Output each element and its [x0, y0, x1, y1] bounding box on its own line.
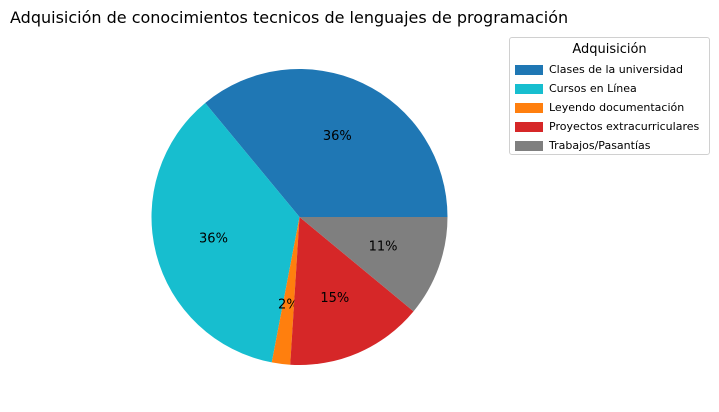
legend-label-1: Cursos en Línea	[549, 82, 637, 95]
legend-label-4: Trabajos/Pasantías	[549, 139, 651, 152]
legend-item-4: Trabajos/Pasantías	[510, 136, 709, 155]
legend-label-3: Proyectos extracurriculares	[549, 120, 700, 133]
pie-slice-4	[299, 217, 448, 312]
pie-slice-3	[290, 217, 414, 365]
chart-title: Adquisición de conocimientos tecnicos de…	[10, 8, 569, 27]
legend-item-0: Clases de la universidad	[510, 60, 709, 79]
legend-item-2: Leyendo documentación	[510, 98, 709, 117]
legend-swatch-4	[515, 140, 543, 151]
pie-slice-0	[205, 68, 448, 217]
pie-pct-label-3: 15%	[320, 291, 349, 306]
pie-slice-2	[271, 217, 300, 365]
pie-pct-label-2: 2%	[278, 298, 299, 313]
legend-swatch-1	[515, 83, 543, 94]
legend-label-2: Leyendo documentación	[549, 101, 685, 114]
legend-item-3: Proyectos extracurriculares	[510, 117, 709, 136]
legend-item-1: Cursos en Línea	[510, 79, 709, 98]
legend-items: Clases de la universidad Cursos en Línea L…	[510, 60, 709, 155]
legend: Adquisición Clases de la universidad Curs…	[509, 37, 710, 155]
legend-title: Adquisición	[572, 42, 647, 57]
legend-swatch-2	[515, 102, 543, 113]
pie-slice-1	[151, 102, 300, 363]
legend-swatch-3	[515, 121, 543, 132]
pie-pct-label-1: 36%	[199, 232, 228, 247]
pie-pct-label-4: 11%	[369, 240, 398, 255]
legend-label-0: Clases de la universidad	[549, 63, 684, 76]
pie-pct-label-0: 36%	[323, 129, 352, 144]
legend-swatch-0	[515, 64, 543, 75]
